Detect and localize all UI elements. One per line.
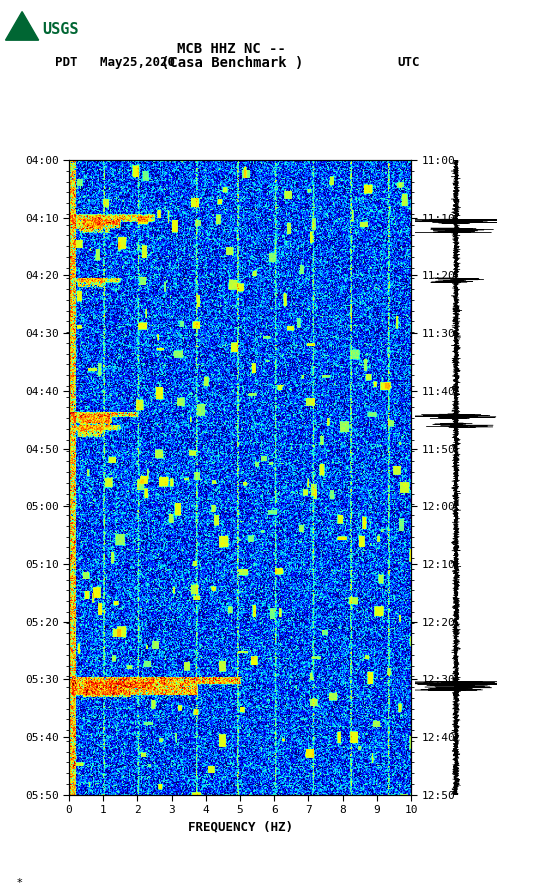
Text: USGS: USGS bbox=[42, 22, 78, 37]
Text: PDT   May25,2020: PDT May25,2020 bbox=[55, 56, 175, 69]
Text: UTC: UTC bbox=[397, 56, 420, 69]
X-axis label: FREQUENCY (HZ): FREQUENCY (HZ) bbox=[188, 821, 293, 834]
Text: MCB HHZ NC --: MCB HHZ NC -- bbox=[177, 42, 286, 56]
Text: (Casa Benchmark ): (Casa Benchmark ) bbox=[161, 55, 303, 70]
Polygon shape bbox=[6, 12, 39, 40]
Text: *: * bbox=[17, 878, 22, 888]
